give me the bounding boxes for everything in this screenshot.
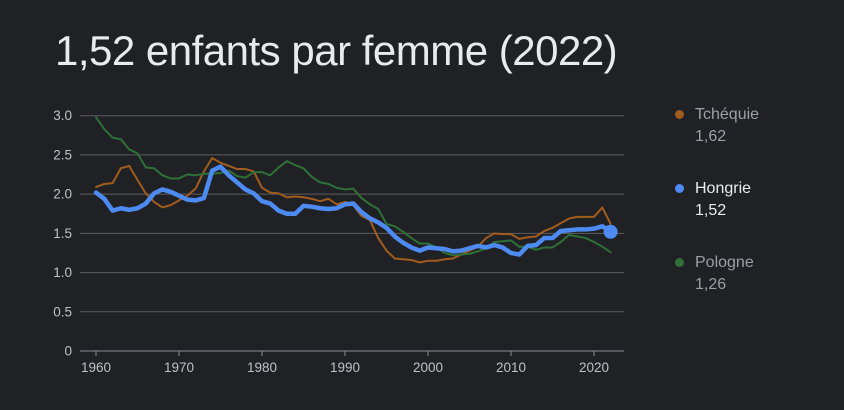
tchequie-series-dot-icon <box>675 110 684 119</box>
hongrie-series-dot-icon <box>675 184 684 193</box>
svg-text:2010: 2010 <box>496 360 526 375</box>
svg-text:2020: 2020 <box>579 360 609 375</box>
svg-text:0: 0 <box>64 344 72 359</box>
legend-item-tchequie[interactable]: Tchéquie 1,62 <box>666 104 759 148</box>
svg-text:1980: 1980 <box>247 360 277 375</box>
legend-label-tchequie: Tchéquie <box>695 106 760 123</box>
svg-text:0.5: 0.5 <box>53 304 72 319</box>
legend-value-hongrie: 1,52 <box>695 202 727 219</box>
svg-text:3.0: 3.0 <box>53 108 72 123</box>
legend-value-pologne: 1,26 <box>695 276 727 293</box>
legend-item-pologne[interactable]: Pologne 1,26 <box>666 252 759 296</box>
legend-item-hongrie[interactable]: Hongrie 1,52 <box>666 178 759 222</box>
legend-value-tchequie: 1,62 <box>695 128 727 145</box>
pologne-series-dot-icon <box>675 258 684 267</box>
svg-text:2000: 2000 <box>413 360 443 375</box>
legend-label-hongrie: Hongrie <box>695 180 752 197</box>
chart-legend: Tchéquie 1,62 Hongrie 1,52 Pologne 1,26 <box>666 104 759 296</box>
svg-text:1960: 1960 <box>81 360 111 375</box>
svg-text:1990: 1990 <box>330 360 360 375</box>
fertility-line-chart[interactable]: 0 0.5 1.0 1.5 2.0 2.5 3.0 1960 1970 1980 1990 2000 2… <box>0 88 660 410</box>
svg-text:1.5: 1.5 <box>53 226 72 241</box>
chart-title: 1,52 enfants par femme (2022) <box>55 27 618 74</box>
svg-text:1.0: 1.0 <box>53 265 72 280</box>
legend-label-pologne: Pologne <box>695 254 754 271</box>
svg-text:1970: 1970 <box>164 360 194 375</box>
svg-text:2.5: 2.5 <box>53 147 72 162</box>
svg-text:2.0: 2.0 <box>53 187 72 202</box>
line-chart-canvas[interactable]: 0 0.5 1.0 1.5 2.0 2.5 3.0 1960 1970 1980 1990 2000 2… <box>0 88 660 410</box>
